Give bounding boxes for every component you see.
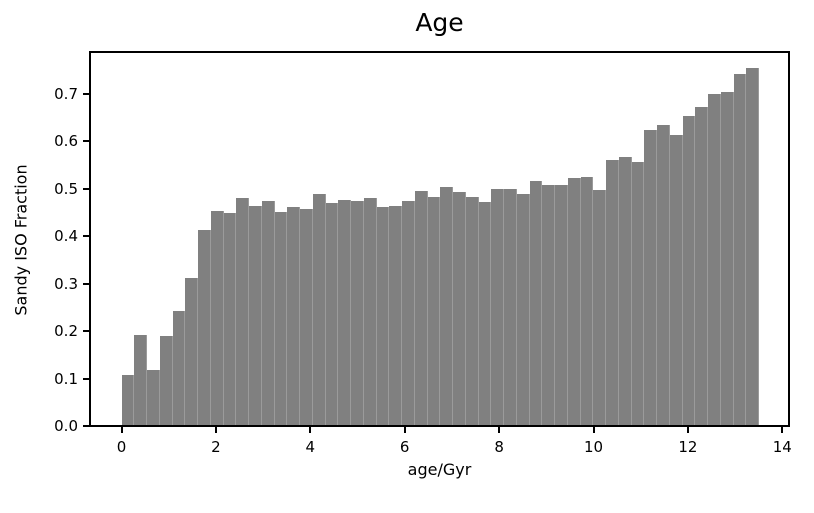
histogram-bar (414, 191, 428, 425)
histogram-bar (542, 185, 555, 425)
histogram-bar (185, 278, 198, 425)
x-tick-label: 0 (116, 438, 127, 456)
x-tick-label: 12 (678, 438, 698, 456)
histogram-bar (261, 201, 275, 425)
x-tick-label: 8 (494, 438, 504, 456)
histogram-bar (223, 213, 237, 425)
histogram-bar (478, 202, 492, 425)
x-tick-mark (498, 427, 501, 433)
histogram-bar (147, 370, 160, 425)
histogram-bar (529, 181, 543, 425)
histogram-bar (402, 201, 415, 425)
x-tick-mark (309, 427, 312, 433)
y-tick-label: 0.3 (54, 274, 78, 293)
y-tick-mark (83, 330, 89, 332)
histogram-bar (708, 94, 721, 425)
histogram-bar (631, 162, 645, 425)
y-tick-mark (83, 425, 89, 427)
x-axis-label: age/Gyr (407, 460, 472, 479)
y-tick-mark (83, 377, 89, 380)
histogram-bar (720, 92, 734, 425)
y-tick-label: 0.0 (54, 417, 78, 435)
histogram-bar (210, 211, 224, 425)
x-tick-label: 2 (211, 438, 221, 456)
x-tick-mark (214, 427, 217, 433)
histogram-bar (644, 130, 657, 425)
x-tick-mark (403, 427, 406, 433)
x-tick-label: 4 (305, 438, 316, 456)
histogram-bar (593, 190, 606, 425)
histogram-bar (567, 178, 581, 425)
histogram-bar (733, 74, 747, 425)
histogram-bar (427, 197, 441, 425)
histogram-bar (440, 187, 453, 425)
histogram-bar (325, 203, 339, 425)
chart-title: Age (415, 8, 464, 37)
histogram-bar (389, 206, 402, 425)
histogram-bar (580, 177, 594, 425)
histogram-bar (516, 194, 530, 425)
y-tick-mark (83, 282, 89, 285)
histogram-bars (121, 53, 759, 425)
histogram-bar (121, 375, 135, 425)
histogram-bar (134, 335, 147, 425)
y-tick-label: 0.4 (54, 227, 78, 245)
y-axis-label: Sandy ISO Fraction (11, 164, 31, 316)
histogram-bar (363, 198, 377, 425)
histogram-bar (351, 201, 364, 425)
y-tick-label: 0.1 (54, 369, 78, 388)
histogram-bar (172, 311, 186, 425)
y-tick-label: 0.5 (54, 179, 78, 198)
histogram-bar (453, 192, 466, 425)
histogram-bar (746, 68, 759, 425)
x-tick-mark (781, 427, 784, 433)
histogram-bar (376, 207, 390, 425)
histogram-bar (669, 135, 683, 425)
x-tick-mark (120, 427, 123, 433)
x-tick-mark (686, 427, 689, 433)
histogram-bar (198, 230, 211, 425)
y-tick-label: 0.2 (54, 322, 78, 340)
y-tick-label: 0.6 (54, 132, 78, 150)
histogram-bar (300, 209, 313, 425)
x-tick-mark (592, 427, 595, 433)
y-tick-mark (83, 187, 89, 190)
histogram-bar (312, 194, 326, 425)
histogram-bar (159, 336, 173, 425)
histogram-bar (606, 160, 619, 425)
histogram-bar (491, 189, 504, 425)
histogram-bar (338, 200, 351, 425)
x-tick-label: 10 (583, 438, 604, 456)
histogram-bar (287, 207, 300, 425)
histogram-bar (504, 189, 517, 425)
histogram-bar (249, 206, 262, 425)
y-tick-mark (83, 92, 89, 95)
histogram-bar (236, 198, 249, 425)
plot-area (89, 51, 790, 427)
x-tick-label: 6 (399, 438, 410, 456)
x-tick-label: 14 (772, 438, 792, 456)
histogram-bar (274, 212, 288, 425)
histogram-bar (465, 197, 479, 425)
histogram-bar (618, 157, 632, 425)
histogram-bar (695, 107, 708, 425)
histogram-bar (657, 125, 670, 425)
y-tick-mark (83, 235, 89, 237)
histogram-bar (682, 116, 696, 425)
y-tick-label: 0.7 (54, 84, 78, 103)
y-tick-mark (83, 140, 89, 142)
histogram-bar (555, 185, 568, 425)
